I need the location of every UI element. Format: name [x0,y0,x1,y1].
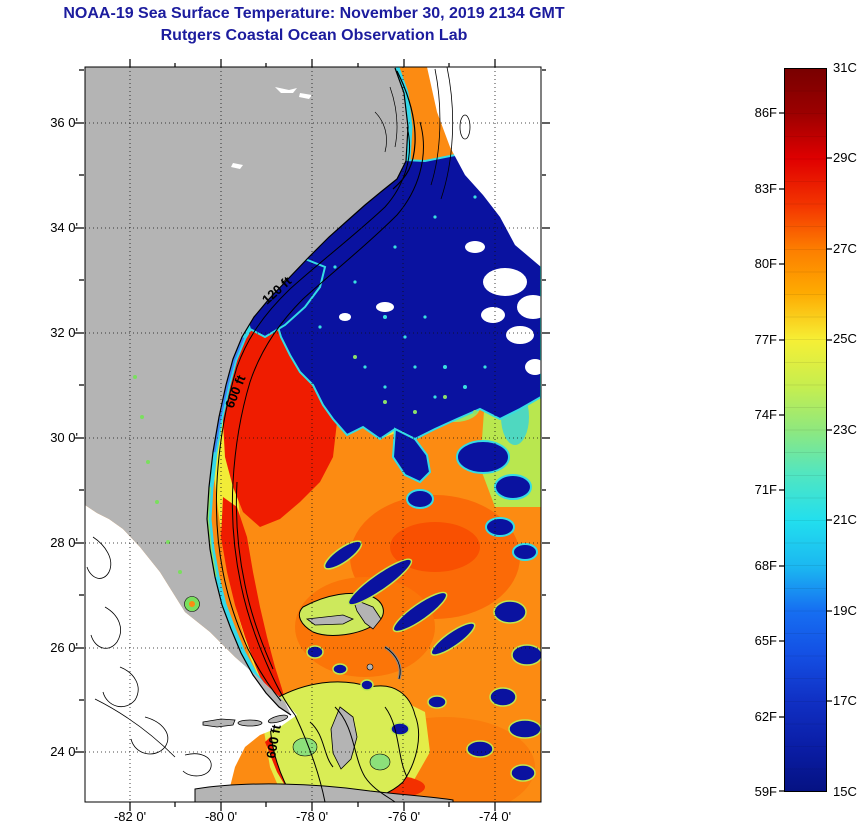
colorbar-c-label: 17C [833,693,857,708]
land-specks [231,87,312,169]
sst-map: 120 ft 600 ft 600 ft [85,67,541,802]
colorbar-f-label: 59F [754,784,777,799]
colorbar-c-label: 19C [833,603,857,618]
x-tick-label: -76 0' [387,809,421,824]
x-tick-label: -74 0' [478,809,512,824]
colorbar-f-label: 62F [754,709,777,724]
colorbar-f-label: 68F [754,558,777,573]
colorbar-c-label: 21C [833,512,857,527]
no-data-region [427,67,541,267]
page-title: NOAA-19 Sea Surface Temperature: Novembe… [63,5,565,22]
axis-ticks [75,59,550,811]
bathymetry-contours [215,121,424,802]
colorbar-f-label: 86F [754,105,777,120]
colorbar-f-label: 71F [754,482,777,497]
colorbar-f-label: 77F [754,332,777,347]
inland-lakes [133,375,182,574]
land-mass [85,67,408,715]
colorbar-c-label: 23C [833,422,857,437]
y-tick-label: 30 0' [50,430,78,445]
y-tick-label: 26 0' [50,640,78,655]
contour-label: 600 ft [263,723,284,760]
page-subtitle: Rutgers Coastal Ocean Observation Lab [160,27,468,44]
cloud-streaks [306,540,541,782]
bahama-banks [269,592,420,802]
cloud-holes [339,241,541,375]
temperature-colorbar [784,68,827,792]
colorbar-f-label: 65F [754,633,777,648]
gulf-contour-outlines [86,536,212,777]
colorbar-f-label: 80F [754,256,777,271]
colorbar-c-label: 31C [833,60,857,75]
colorbar-f-label: 83F [754,181,777,196]
colorbar-f-label: 74F [754,407,777,422]
graticule [85,67,541,802]
swath-edge-no-data [85,505,297,802]
florida-keys [202,714,289,728]
x-tick-label: -82 0' [113,809,147,824]
y-tick-label: 32 0' [50,325,78,340]
colorbar-c-label: 29C [833,150,857,165]
colorbar-c-label: 15C [833,784,857,799]
x-tick-label: -78 0' [295,809,329,824]
speckle-noise [318,195,507,399]
y-tick-label: 36 0' [50,115,78,130]
outer-banks [392,70,416,190]
colorbar-c-label: 27C [833,241,857,256]
y-tick-label: 24 0' [50,744,78,759]
colorbar-c-label: 25C [833,331,857,346]
plot-border [84,66,542,803]
coastline [206,67,409,716]
colorbar-ticks [779,112,832,792]
lake-okeechobee [184,596,200,612]
y-tick-label: 34 0' [50,220,78,235]
x-tick-label: -80 0' [204,809,238,824]
y-tick-label: 28 0' [50,535,78,550]
